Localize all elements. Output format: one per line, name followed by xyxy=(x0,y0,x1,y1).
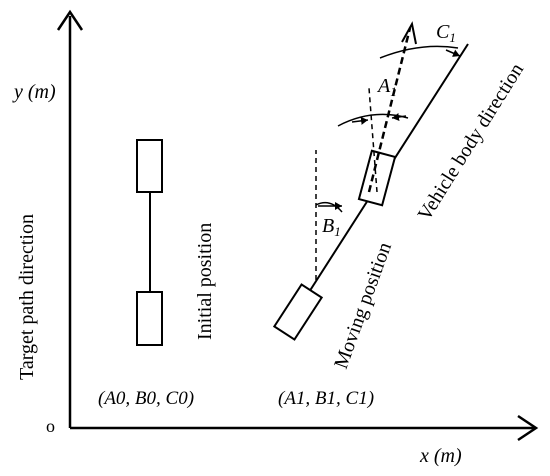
angle-b1-arc xyxy=(315,201,343,213)
angle-a1-label: A1 xyxy=(376,75,397,99)
moving-state-label: (A1, B1, C1) xyxy=(278,388,374,409)
angle-b1-label: B1 xyxy=(322,215,341,239)
y-axis-arrow-icon xyxy=(56,9,84,31)
wheel-heading-line xyxy=(367,27,412,193)
moving-rear-wheel xyxy=(272,283,324,341)
y-axis-label: y (m) xyxy=(12,81,56,103)
x-axis-label: x (m) xyxy=(419,445,462,467)
initial-rear-wheel xyxy=(136,291,163,346)
initial-state-label: (A0, B0, C0) xyxy=(98,388,194,409)
initial-front-wheel xyxy=(136,139,163,193)
angle-a1-arc xyxy=(337,113,409,127)
angle-a1-arrow-right xyxy=(391,113,407,121)
target-path-label: Target path direction xyxy=(16,214,38,380)
moving-position-label: Moving position xyxy=(330,239,396,371)
origin-label: o xyxy=(46,416,55,436)
angle-a1-arrow-left xyxy=(351,116,369,125)
angle-c1-label: C1 xyxy=(436,21,456,45)
angle-c1-arrow xyxy=(445,49,461,57)
vehicle-body-direction-label: Vehicle body direction xyxy=(414,59,529,224)
x-axis-arrow-icon xyxy=(517,414,539,442)
wheel-heading-arrow-icon xyxy=(401,21,417,45)
angle-c1-arc xyxy=(379,45,459,59)
initial-position-label: Initial position xyxy=(194,223,216,340)
